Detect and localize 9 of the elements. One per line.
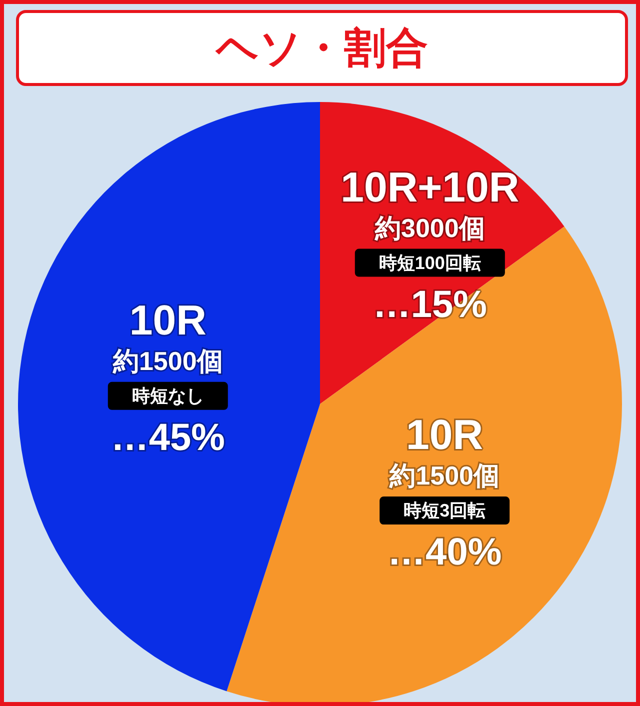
text: 時短なし (132, 386, 204, 406)
slice-label: 10R+10R 約3000個 (340, 163, 520, 243)
slice-label: 10R 約1500個 (112, 296, 223, 376)
data-label: …40% (388, 532, 502, 574)
chart-title: ヘソ・割合 (16, 10, 628, 86)
text: 時短100回転 (378, 252, 481, 273)
data-label: …45% (110, 416, 225, 459)
slice-label: 10R 約1500個 (388, 411, 500, 491)
text: 時短3回転 (404, 500, 486, 521)
